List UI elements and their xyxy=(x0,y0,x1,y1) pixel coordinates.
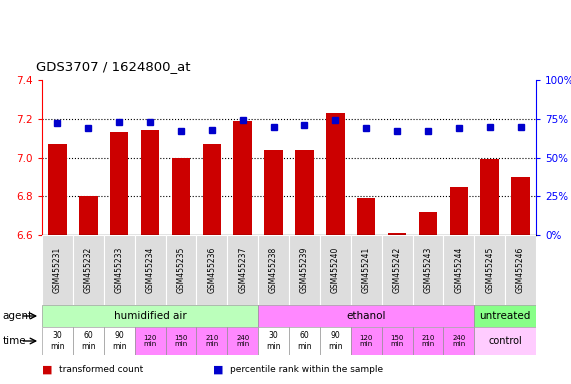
Bar xyxy=(234,121,252,235)
Bar xyxy=(443,327,475,355)
Text: 120
min: 120 min xyxy=(360,334,373,348)
Bar xyxy=(258,235,289,305)
Bar xyxy=(42,235,73,305)
Bar xyxy=(258,305,475,327)
Text: GSM455231: GSM455231 xyxy=(53,247,62,293)
Text: 240
min: 240 min xyxy=(452,334,465,348)
Bar xyxy=(73,327,104,355)
Bar xyxy=(196,235,227,305)
Bar xyxy=(357,198,376,235)
Bar xyxy=(258,327,289,355)
Text: GSM455234: GSM455234 xyxy=(146,247,155,293)
Bar xyxy=(227,327,258,355)
Bar xyxy=(135,327,166,355)
Text: GSM455237: GSM455237 xyxy=(238,247,247,293)
Text: transformed count: transformed count xyxy=(59,365,143,374)
Bar xyxy=(166,327,196,355)
Text: 60
min: 60 min xyxy=(297,331,312,351)
Bar xyxy=(412,235,443,305)
Bar xyxy=(475,235,505,305)
Text: control: control xyxy=(488,336,522,346)
Bar xyxy=(449,187,468,235)
Text: GSM455242: GSM455242 xyxy=(393,247,401,293)
Text: ethanol: ethanol xyxy=(347,311,386,321)
Text: humidified air: humidified air xyxy=(114,311,187,321)
Bar xyxy=(320,327,351,355)
Text: 150
min: 150 min xyxy=(174,334,188,348)
Text: ■: ■ xyxy=(42,364,53,374)
Text: 90
min: 90 min xyxy=(328,331,343,351)
Text: GSM455238: GSM455238 xyxy=(269,247,278,293)
Bar xyxy=(141,131,159,235)
Text: 120
min: 120 min xyxy=(143,334,157,348)
Bar xyxy=(289,327,320,355)
Bar xyxy=(480,159,499,235)
Text: 150
min: 150 min xyxy=(391,334,404,348)
Bar xyxy=(227,235,258,305)
Text: GDS3707 / 1624800_at: GDS3707 / 1624800_at xyxy=(37,60,191,73)
Text: GSM455236: GSM455236 xyxy=(207,247,216,293)
Text: 30
min: 30 min xyxy=(50,331,65,351)
Bar xyxy=(264,150,283,235)
Bar xyxy=(511,177,530,235)
Text: GSM455240: GSM455240 xyxy=(331,247,340,293)
Bar xyxy=(475,327,536,355)
Bar xyxy=(505,235,536,305)
Bar xyxy=(443,235,475,305)
Text: percentile rank within the sample: percentile rank within the sample xyxy=(231,365,384,374)
Bar xyxy=(203,144,221,235)
Bar xyxy=(388,233,407,235)
Bar xyxy=(475,305,536,327)
Bar xyxy=(326,113,344,235)
Bar xyxy=(172,157,190,235)
Bar xyxy=(351,327,381,355)
Bar xyxy=(412,327,443,355)
Text: untreated: untreated xyxy=(480,311,531,321)
Text: GSM455241: GSM455241 xyxy=(361,247,371,293)
Bar xyxy=(135,235,166,305)
Bar xyxy=(289,235,320,305)
Bar xyxy=(42,305,258,327)
Text: GSM455239: GSM455239 xyxy=(300,247,309,293)
Bar xyxy=(42,327,73,355)
Bar xyxy=(196,327,227,355)
Bar xyxy=(320,235,351,305)
Bar xyxy=(381,327,412,355)
Bar xyxy=(295,150,313,235)
Text: 60
min: 60 min xyxy=(81,331,95,351)
Text: time: time xyxy=(3,336,26,346)
Bar xyxy=(104,327,135,355)
Text: GSM455235: GSM455235 xyxy=(176,247,186,293)
Bar xyxy=(48,144,67,235)
Text: 90
min: 90 min xyxy=(112,331,126,351)
Bar xyxy=(104,235,135,305)
Text: 30
min: 30 min xyxy=(266,331,281,351)
Text: ■: ■ xyxy=(214,364,224,374)
Bar xyxy=(110,132,128,235)
Bar xyxy=(381,235,412,305)
Bar xyxy=(419,212,437,235)
Text: GSM455233: GSM455233 xyxy=(115,247,124,293)
Text: GSM455243: GSM455243 xyxy=(424,247,432,293)
Text: 240
min: 240 min xyxy=(236,334,250,348)
Text: 210
min: 210 min xyxy=(205,334,219,348)
Text: GSM455245: GSM455245 xyxy=(485,247,494,293)
Bar xyxy=(351,235,381,305)
Text: GSM455232: GSM455232 xyxy=(84,247,93,293)
Bar xyxy=(166,235,196,305)
Text: GSM455246: GSM455246 xyxy=(516,247,525,293)
Bar xyxy=(79,196,98,235)
Text: agent: agent xyxy=(3,311,33,321)
Bar xyxy=(73,235,104,305)
Text: GSM455244: GSM455244 xyxy=(455,247,463,293)
Text: 210
min: 210 min xyxy=(421,334,435,348)
